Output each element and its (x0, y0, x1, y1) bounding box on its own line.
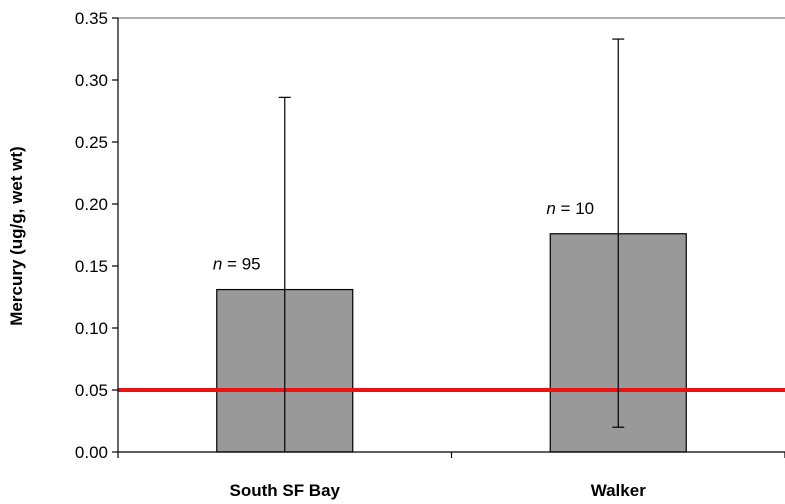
y-tick-label-3: 0.15 (75, 257, 108, 276)
plot-area: 0.00 0.05 0.10 0.15 0.20 0.25 0.30 0.35 South SF… (75, 9, 785, 500)
y-tick-label-1: 0.05 (75, 381, 108, 400)
y-tick-label-5: 0.25 (75, 133, 108, 152)
y-tick-label-2: 0.10 (75, 319, 108, 338)
category-label-1: Walker (591, 481, 647, 500)
category-label-0: South SF Bay (229, 481, 340, 500)
sample-size-label-0: n = 95 (213, 255, 261, 274)
y-tick-label-7: 0.35 (75, 9, 108, 28)
y-tick-label-6: 0.30 (75, 71, 108, 90)
sample-size-label-1: n = 10 (546, 199, 594, 218)
y-tick-label-4: 0.20 (75, 195, 108, 214)
y-tick-label-0: 0.00 (75, 443, 108, 462)
y-axis-title: Mercury (ug/g, wet wt) (7, 146, 26, 325)
